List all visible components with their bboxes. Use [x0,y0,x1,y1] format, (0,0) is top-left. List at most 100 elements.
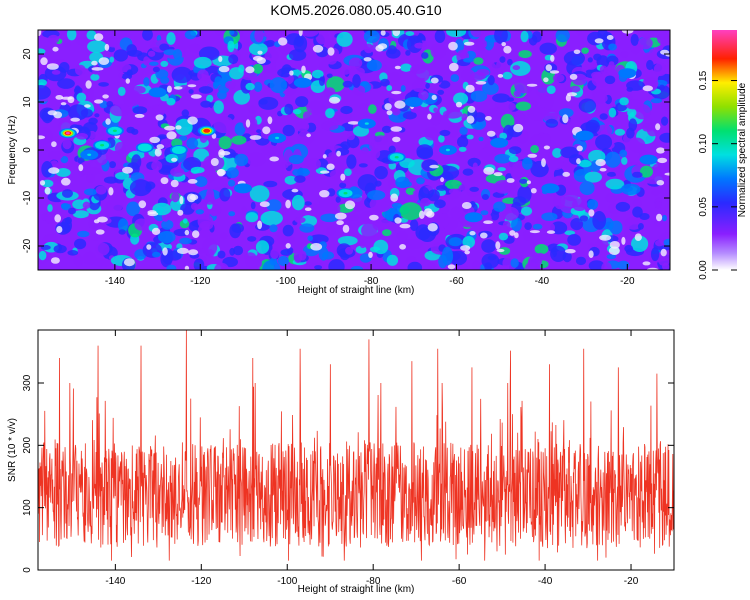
heatmap-cell [67,250,79,256]
heatmap-gap [38,135,46,140]
heatmap-x-tick-label: -100 [276,276,296,287]
heatmap-gap [210,158,219,166]
heatmap-gap [108,187,114,196]
heatmap-gap [493,172,503,177]
heatmap-cell [599,113,608,120]
heatmap-cell [628,118,638,132]
heatmap-cell [284,103,294,115]
heatmap-gap [56,226,63,233]
heatmap-gap [162,247,168,256]
heatmap-cell [363,43,374,54]
heatmap-cell [186,137,199,150]
heatmap-cell [420,197,432,207]
heatmap-x-tick-label: -80 [364,276,379,287]
heatmap-y-tick-label: 20 [22,48,33,60]
heatmap-cell [585,60,598,70]
heatmap-cell [82,201,91,209]
colorbar-gradient [712,30,737,270]
heatmap-cell [333,204,341,214]
heatmap-cell [60,156,69,164]
heatmap-cell [382,229,392,237]
heatmap-cell [62,189,73,198]
heatmap-cell [539,42,557,55]
heatmap-cell [86,173,95,183]
heatmap-gap [656,180,665,186]
heatmap-cell [214,76,222,86]
heatmap-cell [286,247,294,255]
heatmap-gap [188,249,199,256]
heatmap-cell [249,185,270,203]
heatmap-cell [654,219,663,227]
heatmap-cell [614,128,626,136]
heatmap-cell [147,50,156,57]
heatmap-cell [198,86,214,94]
heatmap-cell [262,30,279,38]
heatmap-cell [388,145,396,154]
heatmap-cell [181,109,189,118]
heatmap-gap [217,169,225,177]
heatmap-cell [352,85,366,96]
heatmap-cell [132,106,148,115]
heatmap-cell [587,57,593,63]
snr-x-tick-label: -120 [191,576,211,587]
heatmap-cell [337,236,358,246]
heatmap-cell [350,265,364,270]
heatmap-gap [588,209,595,217]
heatmap-cell [514,114,529,124]
heatmap-gap [322,154,327,159]
heatmap-cell [480,210,489,216]
heatmap-cell [405,31,415,36]
heatmap-peak-core [394,156,399,159]
heatmap-cell [646,59,654,71]
heatmap-cell [456,151,465,158]
heatmap-cell [550,245,567,262]
snr-x-label: Height of straight line (km) [298,584,415,595]
heatmap-cell [321,122,339,131]
heatmap-cell [312,69,324,79]
heatmap-gap [156,144,165,150]
heatmap-cell [438,135,445,143]
heatmap-cell [439,129,451,137]
heatmap-cell [540,233,551,241]
heatmap-cell [560,146,579,159]
heatmap-peak-core [364,122,369,125]
heatmap-cell [653,62,667,77]
heatmap-gap [467,105,476,113]
heatmap-cell [241,206,247,211]
heatmap-cell [206,94,214,103]
heatmap-cell [361,147,369,154]
colorbar-label: Normalized spectral amplitude [737,82,748,217]
heatmap-cell [458,184,468,191]
heatmap-cell [480,43,487,48]
heatmap-cell [342,80,353,88]
heatmap-x-label: Height of straight line (km) [298,285,415,296]
heatmap-cell [157,134,168,140]
heatmap-cell [326,55,338,65]
heatmap-cell [604,75,616,85]
heatmap-cell [117,63,132,73]
heatmap-cell [131,154,142,170]
heatmap-cell [391,202,403,209]
heatmap-cell [291,194,305,211]
heatmap-gap [47,110,58,116]
heatmap-cell [374,166,388,180]
heatmap-gap [304,207,312,211]
heatmap-cell [76,92,87,103]
heatmap-gap [646,267,659,270]
heatmap-cell [261,144,278,156]
heatmap-cell [470,90,488,102]
heatmap-cell [640,165,653,178]
heatmap-cell [658,256,670,266]
heatmap-gap [46,63,59,70]
heatmap-cell [366,59,382,72]
heatmap-gap [655,123,661,131]
snr-x-tick-label: -40 [538,576,553,587]
heatmap-gap [464,250,471,255]
heatmap-gap [527,153,538,158]
heatmap-cell [601,261,612,270]
heatmap-gap [634,233,642,241]
heatmap-cell [215,30,222,36]
heatmap-cell [76,133,88,140]
heatmap-cell [194,176,208,188]
heatmap-cell [294,36,304,47]
